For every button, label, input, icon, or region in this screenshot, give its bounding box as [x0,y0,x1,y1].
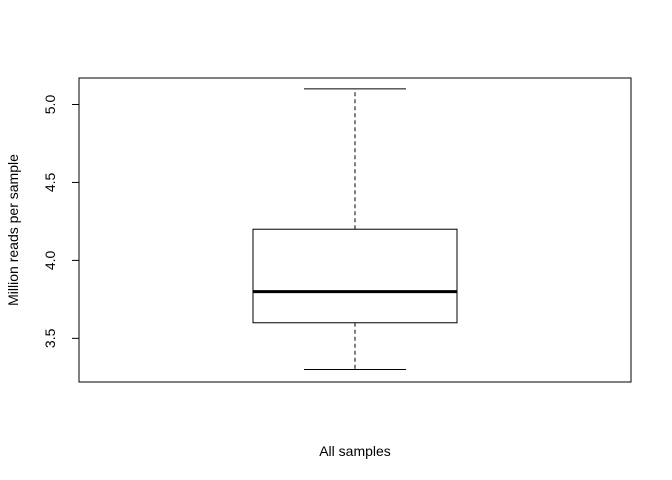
y-axis: 3.5 4.0 4.5 5.0 [42,95,80,348]
y-tick-label: 3.5 [42,328,58,348]
x-axis-label: All samples [319,443,391,459]
plot-marks [252,88,458,371]
y-tick-label: 5.0 [42,95,58,115]
y-tick-label: 4.0 [42,250,58,270]
interquartile-box [252,228,458,324]
y-tick-label: 4.5 [42,173,58,193]
y-axis-label: Million reads per sample [5,154,21,306]
